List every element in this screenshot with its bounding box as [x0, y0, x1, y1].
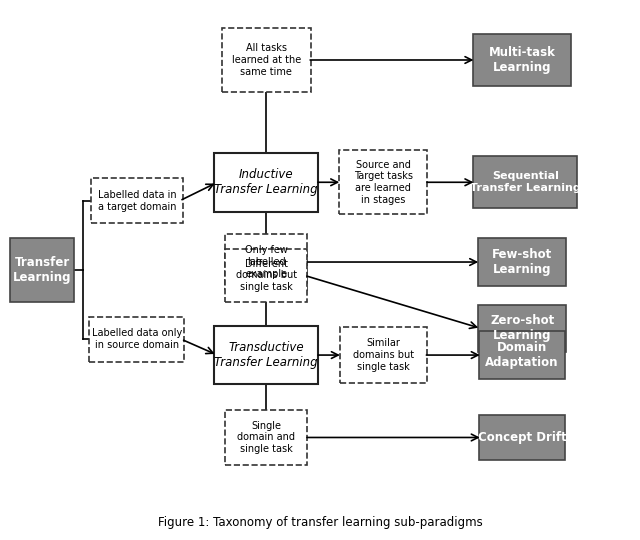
FancyBboxPatch shape [473, 156, 577, 208]
Text: Labelled data only
in source domain: Labelled data only in source domain [92, 328, 182, 350]
Text: Domain
Adaptation: Domain Adaptation [485, 341, 559, 369]
FancyBboxPatch shape [225, 234, 307, 290]
Text: Only few
labelled
example: Only few labelled example [245, 245, 288, 279]
FancyBboxPatch shape [340, 327, 427, 383]
FancyBboxPatch shape [479, 415, 564, 460]
Text: Different
domains but
single task: Different domains but single task [236, 259, 297, 292]
FancyBboxPatch shape [478, 305, 566, 353]
Text: Transfer
Learning: Transfer Learning [13, 256, 71, 284]
FancyBboxPatch shape [478, 238, 566, 286]
Text: Few-shot
Learning: Few-shot Learning [492, 248, 552, 276]
FancyBboxPatch shape [10, 238, 74, 302]
Text: Single
domain and
single task: Single domain and single task [237, 421, 295, 454]
Text: Zero-shot
Learning: Zero-shot Learning [490, 314, 554, 342]
Text: Inductive
Transfer Learning: Inductive Transfer Learning [214, 168, 318, 196]
Text: Source and
Target tasks
are learned
in stages: Source and Target tasks are learned in s… [354, 160, 413, 205]
FancyBboxPatch shape [339, 150, 428, 214]
FancyBboxPatch shape [225, 249, 307, 302]
Text: Labelled data in
a target domain: Labelled data in a target domain [97, 190, 176, 212]
FancyBboxPatch shape [214, 153, 319, 212]
FancyBboxPatch shape [473, 34, 571, 86]
Text: Sequential
Transfer Learning: Sequential Transfer Learning [470, 172, 580, 193]
FancyBboxPatch shape [222, 28, 310, 92]
Text: All tasks
learned at the
same time: All tasks learned at the same time [232, 43, 301, 77]
Text: Similar
domains but
single task: Similar domains but single task [353, 339, 413, 372]
FancyBboxPatch shape [214, 326, 319, 384]
Text: Multi-task
Learning: Multi-task Learning [489, 46, 556, 74]
FancyBboxPatch shape [91, 178, 182, 224]
Text: Figure 1: Taxonomy of transfer learning sub-paradigms: Figure 1: Taxonomy of transfer learning … [157, 516, 483, 529]
FancyBboxPatch shape [225, 409, 307, 465]
FancyBboxPatch shape [479, 331, 564, 379]
FancyBboxPatch shape [90, 316, 184, 362]
Text: Transductive
Transfer Learning: Transductive Transfer Learning [214, 341, 318, 369]
Text: Concept Drift: Concept Drift [477, 431, 566, 444]
